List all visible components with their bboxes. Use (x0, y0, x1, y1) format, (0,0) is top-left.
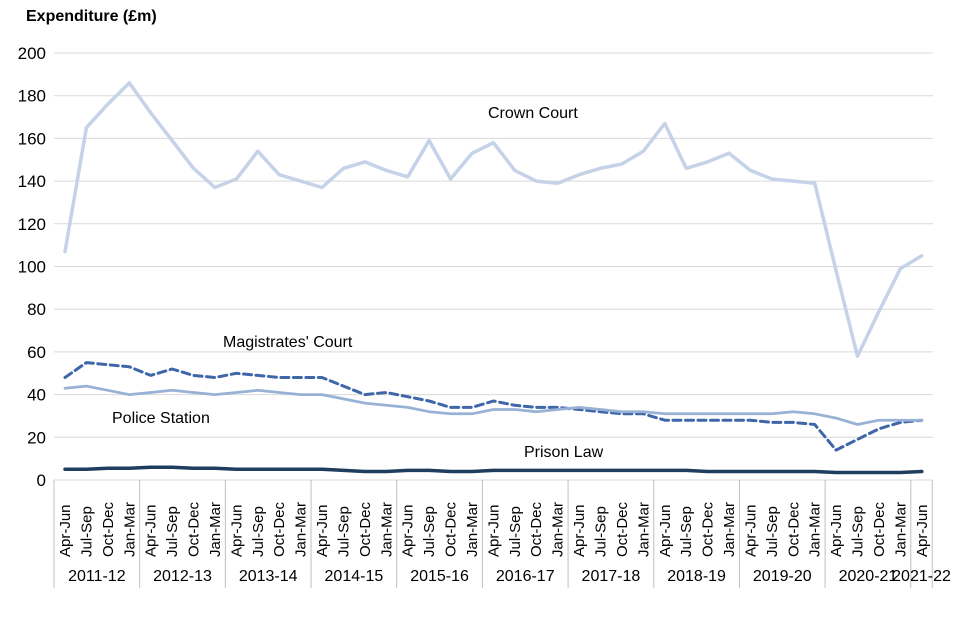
x-axis-quarter-label: Jan-Mar (807, 502, 824, 557)
series-annotation-label: Police Station (112, 410, 210, 427)
x-axis-quarter-label: Jul-Sep (335, 506, 352, 557)
x-axis-quarter-label: Jul-Sep (678, 506, 695, 557)
x-axis-quarter-label: Jul-Sep (764, 506, 781, 557)
x-axis-quarter-label: Jan-Mar (892, 502, 909, 557)
x-axis-year-label: 2021-22 (892, 568, 951, 585)
series-line-magistrates-court (63, 361, 924, 452)
y-axis-tick-label: 80 (27, 300, 46, 319)
x-axis-quarter-label: Apr-Jun (914, 504, 931, 557)
x-axis-quarter-label: Oct-Dec (357, 501, 374, 557)
x-axis-quarter-label: Jan-Mar (293, 502, 310, 557)
x-axis-quarter-label: Apr-Jun (314, 504, 331, 557)
x-axis-year-label: 2019-20 (753, 568, 812, 585)
x-axis-quarter-label: Oct-Dec (700, 501, 717, 557)
series-annotation-label: Magistrates' Court (223, 334, 353, 351)
x-axis-quarter-label: Jan-Mar (635, 502, 652, 557)
y-axis-tick-label: 140 (18, 172, 46, 191)
y-axis-tick-label: 180 (18, 87, 46, 106)
y-axis-tick-label: 120 (18, 215, 46, 234)
y-axis-tick-label: 100 (18, 258, 46, 277)
x-axis-year-label: 2017-18 (582, 568, 641, 585)
y-axis-tick-label: 20 (27, 428, 46, 447)
x-axis-quarter-label: Jul-Sep (850, 506, 867, 557)
x-axis-quarter-label: Apr-Jun (742, 504, 759, 557)
series-line-police-station (63, 384, 924, 426)
x-axis-quarter-label: Jul-Sep (421, 506, 438, 557)
x-axis-quarter-label: Jan-Mar (721, 502, 738, 557)
series-annotation-label: Crown Court (488, 105, 578, 122)
x-axis-quarter-label: Oct-Dec (871, 501, 888, 557)
y-axis-tick-label: 160 (18, 129, 46, 148)
x-axis-quarter-label: Apr-Jun (400, 504, 417, 557)
x-axis-quarter-label: Jan-Mar (121, 502, 138, 557)
series-annotation-label: Prison Law (524, 444, 604, 461)
x-axis-quarter-label: Oct-Dec (186, 501, 203, 557)
x-axis-quarter-label: Oct-Dec (614, 501, 631, 557)
y-axis-tick-label: 0 (37, 471, 46, 490)
x-axis-year-label: 2018-19 (667, 568, 726, 585)
x-axis-quarter-label: Jan-Mar (207, 502, 224, 557)
x-axis-quarter-label: Apr-Jun (571, 504, 588, 557)
series-line-prison-law (63, 465, 924, 475)
x-axis-quarter-label: Apr-Jun (828, 504, 845, 557)
y-axis-tick-label: 200 (18, 44, 46, 63)
x-axis-year-label: 2016-17 (496, 568, 555, 585)
x-axis-quarter-label: Oct-Dec (443, 501, 460, 557)
x-axis-year-label: 2014-15 (325, 568, 384, 585)
x-axis-quarter-label: Oct-Dec (528, 501, 545, 557)
x-axis-year-label: 2015-16 (410, 568, 469, 585)
x-axis-quarter-label: Jul-Sep (593, 506, 610, 557)
x-axis-quarter-label: Oct-Dec (271, 501, 288, 557)
chart-title: Expenditure (£m) (26, 8, 157, 25)
x-axis-year-label: 2020-21 (839, 568, 898, 585)
x-axis-quarter-label: Apr-Jun (143, 504, 160, 557)
x-axis-year-label: 2011-12 (68, 568, 126, 585)
x-axis-quarter-label: Jul-Sep (507, 506, 524, 557)
x-axis-year-label: 2012-13 (153, 568, 212, 585)
x-axis-quarter-label: Jan-Mar (550, 502, 567, 557)
series-line-crown-court (63, 81, 924, 358)
x-axis-quarter-label: Jan-Mar (378, 502, 395, 557)
x-axis-quarter-label: Jan-Mar (464, 502, 481, 557)
x-axis-year-label: 2013-14 (239, 568, 298, 585)
x-axis-quarter-label: Oct-Dec (100, 501, 117, 557)
x-axis-quarter-label: Apr-Jun (57, 504, 74, 557)
x-axis-quarter-label: Apr-Jun (228, 504, 245, 557)
x-axis-quarter-label: Apr-Jun (485, 504, 502, 557)
x-axis-quarter-label: Jul-Sep (250, 506, 267, 557)
x-axis-quarter-label: Apr-Jun (657, 504, 674, 557)
y-axis-tick-label: 40 (27, 386, 46, 405)
x-axis-quarter-label: Jul-Sep (78, 506, 95, 557)
x-axis-quarter-label: Oct-Dec (785, 501, 802, 557)
x-axis-quarter-label: Jul-Sep (164, 506, 181, 557)
y-axis-tick-label: 60 (27, 343, 46, 362)
